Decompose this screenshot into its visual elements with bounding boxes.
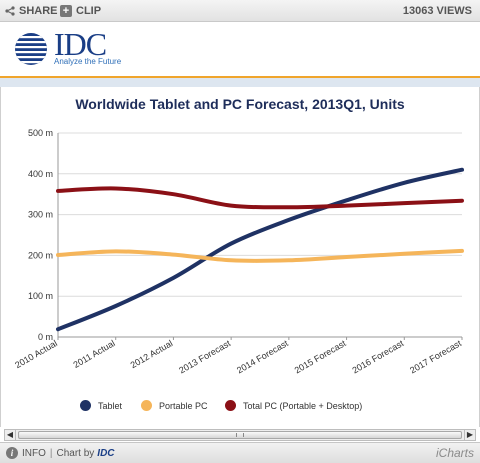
chart-title: Worldwide Tablet and PC Forecast, 2013Q1… [75,96,405,112]
data-point-total-pc-portable-desktop [460,199,464,203]
horizontal-scrollbar[interactable]: ◀ ▶ [4,429,476,441]
data-point-portable-pc [56,253,60,257]
data-point-tablet [287,218,291,222]
data-point-tablet [345,198,349,202]
x-tick-label: 2014 Forecast [235,338,290,376]
data-point-portable-pc [287,258,291,262]
clip-label: CLIP [76,5,102,17]
chart-by-brand: IDC [97,447,115,459]
data-point-tablet [402,181,406,185]
data-point-tablet [171,276,175,280]
legend-marker-total-pc [225,400,236,411]
grip-icon [236,433,244,437]
views-count: 13063 VIEWS [402,5,472,17]
series-line-portable-pc [56,248,464,263]
data-point-portable-pc [229,258,233,262]
y-tick-label: 400 m [28,169,53,179]
legend-marker-tablet [80,400,91,411]
scroll-right-arrow[interactable]: ▶ [464,430,475,440]
plus-icon: + [60,5,72,17]
header-divider [0,76,480,78]
scroll-left-arrow[interactable]: ◀ [5,430,16,440]
line-chart: 0 m 100 m 200 m 300 m 400 m 500 m 2010 Actual 2… [13,128,464,376]
icharts-link[interactable]: iCharts [435,446,474,460]
idc-logo: IDC Analyze the Future [14,26,124,70]
x-tick-label: 2013 Forecast [177,338,232,376]
series-line-total-pc-portable-desktop [56,186,464,210]
y-tick-label: 0 m [38,332,53,342]
y-tick-label: 100 m [28,291,53,301]
legend-item-portable-pc[interactable]: Portable PC [141,400,208,411]
info-label: INFO [22,447,46,459]
share-icon [5,6,15,16]
footer-separator: | [49,447,53,459]
info-icon: i [6,447,18,459]
data-point-total-pc-portable-desktop [171,192,175,196]
x-tick-label: 2015 Forecast [293,338,348,376]
chart-legend: Tablet Portable PC Total PC (Portable + … [0,400,480,414]
logo-wordmark: IDC [54,26,107,62]
clip-button[interactable]: + CLIP [60,4,101,18]
header-band [0,78,480,87]
data-point-total-pc-portable-desktop [345,204,349,208]
x-tick-label: 2016 Forecast [350,338,405,376]
data-point-total-pc-portable-desktop [229,204,233,208]
data-point-portable-pc [345,255,349,259]
x-tick-label: 2017 Forecast [408,338,463,376]
data-point-total-pc-portable-desktop [114,186,118,190]
data-point-portable-pc [402,252,406,256]
data-point-tablet [114,304,118,308]
legend-item-tablet[interactable]: Tablet [80,400,122,411]
data-point-total-pc-portable-desktop [287,205,291,209]
legend-label-total-pc: Total PC (Portable + Desktop) [243,400,363,411]
data-point-tablet [229,242,233,246]
x-tick-label: 2012 Actual [129,338,175,370]
y-tick-label: 200 m [28,250,53,260]
info-button[interactable]: i INFO | Chart by IDC [6,447,115,459]
data-point-portable-pc [114,249,118,253]
data-point-tablet [460,168,464,172]
data-point-tablet [56,327,60,331]
y-tick-label: 300 m [28,210,53,220]
data-point-total-pc-portable-desktop [56,189,60,193]
data-point-portable-pc [171,253,175,257]
data-point-portable-pc [460,249,464,253]
x-tick-label: 2011 Actual [72,338,117,370]
chart-by-label: Chart by [56,447,95,459]
legend-label-portable-pc: Portable PC [159,400,208,411]
scrollbar-thumb[interactable] [18,431,462,439]
x-tick-label: 2010 Actual [13,338,59,370]
legend-label-tablet: Tablet [98,400,123,411]
footer-bar: i INFO | Chart by IDC iCharts [0,442,480,463]
share-button[interactable]: SHARE [5,4,58,18]
y-tick-label: 500 m [28,128,53,138]
legend-marker-portable-pc [141,400,152,411]
legend-item-total-pc[interactable]: Total PC (Portable + Desktop) [225,400,362,411]
top-toolbar: SHARE + CLIP 13063 VIEWS [0,0,480,22]
globe-icon [15,33,47,65]
share-label: SHARE [19,5,58,17]
data-point-total-pc-portable-desktop [402,201,406,205]
series-line-tablet [56,167,464,332]
logo-tagline: Analyze the Future [54,57,122,66]
